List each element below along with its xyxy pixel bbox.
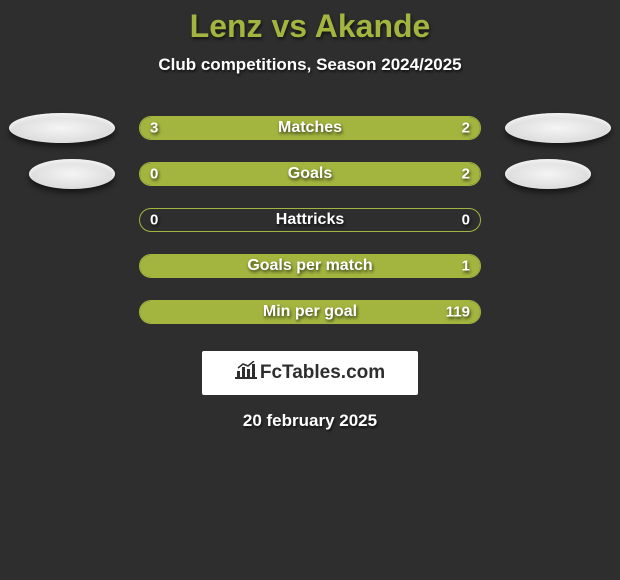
stat-row: 0 Hattricks 0 xyxy=(0,197,620,243)
stat-value-left: 3 xyxy=(150,120,158,137)
stat-row: 0 Goals 2 xyxy=(0,151,620,197)
logo-text: FcTables.com xyxy=(235,361,385,385)
stat-value-right: 0 xyxy=(462,212,470,229)
stat-row: 3 Matches 2 xyxy=(0,105,620,151)
stat-value-right: 2 xyxy=(462,120,470,137)
chart-icon xyxy=(235,361,257,385)
logo-label: FcTables.com xyxy=(260,362,385,384)
stat-bar: Min per goal 119 xyxy=(139,300,481,324)
site-logo: FcTables.com xyxy=(202,351,418,395)
stats-rows: 3 Matches 2 0 Goals 2 0 Hattricks 0 xyxy=(0,105,620,335)
player-badge-right xyxy=(505,159,591,189)
bar-fill-right xyxy=(344,117,480,139)
infographic-container: Lenz vs Akande Club competitions, Season… xyxy=(0,0,620,431)
bar-fill-right xyxy=(201,163,480,185)
stat-label: Matches xyxy=(278,119,342,137)
stat-label: Goals per match xyxy=(247,257,372,275)
player-badge-right xyxy=(505,113,611,143)
stat-label: Goals xyxy=(288,165,332,183)
comparison-subtitle: Club competitions, Season 2024/2025 xyxy=(0,55,620,75)
stat-row: Min per goal 119 xyxy=(0,289,620,335)
stat-bar: 3 Matches 2 xyxy=(139,116,481,140)
stat-value-left: 0 xyxy=(150,166,158,183)
stat-row: Goals per match 1 xyxy=(0,243,620,289)
stat-label: Min per goal xyxy=(263,303,357,321)
stat-bar: 0 Goals 2 xyxy=(139,162,481,186)
comparison-title: Lenz vs Akande xyxy=(0,8,620,45)
stat-value-right: 2 xyxy=(462,166,470,183)
stat-bar: Goals per match 1 xyxy=(139,254,481,278)
stat-value-right: 119 xyxy=(446,304,470,321)
stat-value-right: 1 xyxy=(462,258,470,275)
player-badge-left xyxy=(9,113,115,143)
stat-bar: 0 Hattricks 0 xyxy=(139,208,481,232)
player-badge-left xyxy=(29,159,115,189)
date-label: 20 february 2025 xyxy=(0,411,620,431)
stat-label: Hattricks xyxy=(276,211,344,229)
stat-value-left: 0 xyxy=(150,212,158,229)
